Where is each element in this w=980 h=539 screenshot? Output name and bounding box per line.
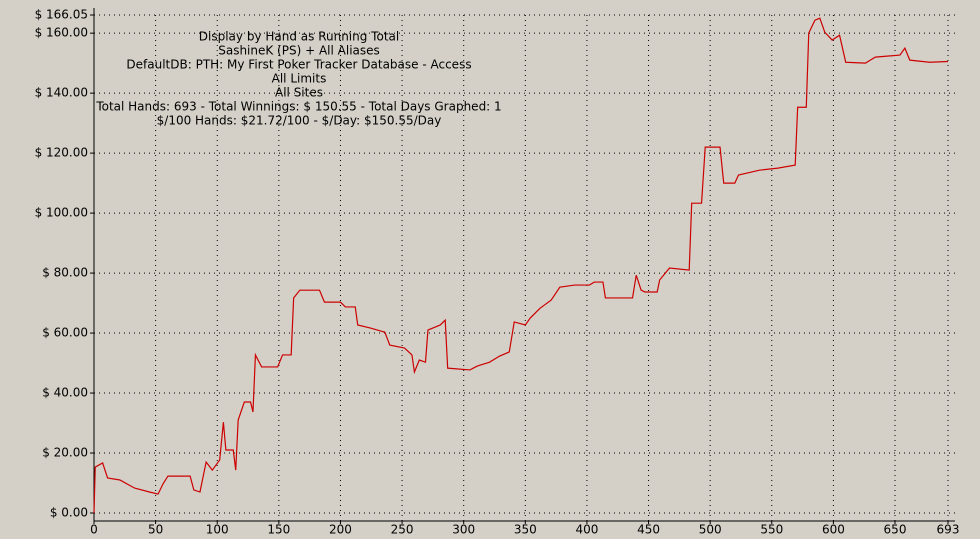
y-tick-label: $ 40.00 (42, 386, 88, 400)
x-tick-label: 350 (514, 523, 537, 537)
annotation: DefaultDB: PTH: My First Poker Tracker D… (126, 58, 471, 72)
x-tick-label: 50 (148, 523, 163, 537)
annotation: All Sites (275, 86, 323, 100)
x-tick-label: 150 (267, 523, 290, 537)
y-tick-label: $ 80.00 (42, 266, 88, 280)
annotation: Total Hands: 693 - Total Winnings: $ 150… (95, 100, 501, 114)
annotation: Display by Hand as Running Total (199, 30, 399, 44)
annotation: SashineK (PS) + All Aliases (218, 44, 380, 58)
x-tick-label: 100 (206, 523, 229, 537)
x-tick-label: 500 (699, 523, 722, 537)
y-tick-label: $ 140.00 (35, 86, 88, 100)
annotation: $/100 Hands: $21.72/100 - $/Day: $150.55… (157, 114, 442, 128)
x-tick-label: 450 (637, 523, 660, 537)
x-tick-label: 200 (329, 523, 352, 537)
x-tick-label: 550 (760, 523, 783, 537)
line-series (93, 17, 949, 514)
x-tick-label: 650 (884, 523, 907, 537)
y-tick-label: $ 100.00 (35, 206, 88, 220)
y-tick-label: $ 20.00 (42, 446, 88, 460)
x-tick-label: 250 (391, 523, 414, 537)
x-tick-label: 693 (937, 523, 960, 537)
y-tick-label: $ 120.00 (35, 146, 88, 160)
y-tick-label: $ 0.00 (50, 506, 88, 520)
x-tick-label: 600 (822, 523, 845, 537)
y-tick-label: $ 166.05 (35, 8, 88, 22)
x-tick-label: 300 (452, 523, 475, 537)
annotation: All Limits (272, 72, 327, 86)
y-tick-label: $ 60.00 (42, 326, 88, 340)
y-tick-label: $ 160.00 (35, 26, 88, 40)
x-tick-label: 400 (575, 523, 598, 537)
x-tick-label: 0 (90, 523, 98, 537)
